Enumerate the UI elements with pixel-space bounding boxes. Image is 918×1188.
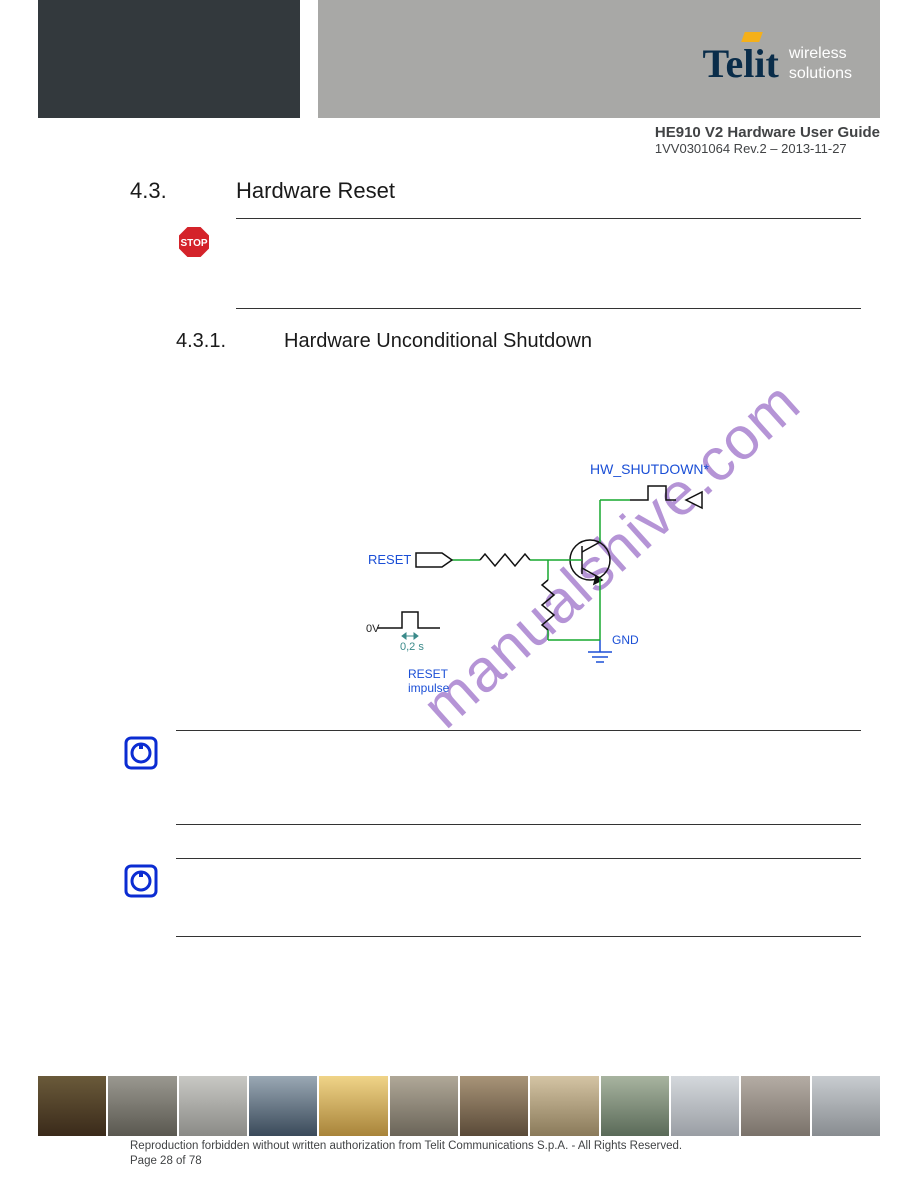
- footer-thumb: [530, 1076, 598, 1136]
- output-pulse-shape: [630, 486, 702, 508]
- reset-impulse-wave: [374, 612, 440, 628]
- divider: [236, 308, 861, 309]
- divider: [176, 730, 861, 731]
- header-dark-block: [38, 0, 300, 118]
- series-resistor: [450, 554, 570, 566]
- label-02s: 0,2 s: [400, 641, 424, 653]
- reset-input-shape: [416, 553, 452, 567]
- footer-thumb: [38, 1076, 106, 1136]
- duration-marker: [402, 633, 418, 639]
- label-reset-impulse-2: impulse: [408, 681, 450, 695]
- header-gap: [300, 0, 318, 118]
- footer-thumb: [671, 1076, 739, 1136]
- section-number-4-3-1: 4.3.1.: [176, 330, 226, 353]
- footer-text: Reproduction forbidden without written a…: [130, 1139, 682, 1170]
- circuit-diagram: HW_SHUTDOWN* GND RESET: [330, 460, 730, 720]
- logo-tagline: wireless solutions: [789, 44, 852, 82]
- section-title-4-3: Hardware Reset: [236, 178, 395, 204]
- gnd-symbol: [588, 640, 612, 662]
- section-number-4-3: 4.3.: [130, 178, 167, 204]
- label-reset-impulse-1: RESET: [408, 667, 449, 681]
- header-gray-block: Telit wireless solutions: [318, 0, 880, 118]
- document-meta: HE910 V2 Hardware User Guide 1VV0301064 …: [655, 124, 880, 156]
- telit-logo: Telit wireless solutions: [703, 40, 852, 87]
- divider: [176, 936, 861, 937]
- document-title: HE910 V2 Hardware User Guide: [655, 124, 880, 141]
- logo-wordmark: Telit: [703, 40, 779, 87]
- note-icon: [124, 864, 158, 898]
- label-hw-shutdown: HW_SHUTDOWN*: [590, 461, 710, 477]
- document-revision: 1VV0301064 Rev.2 – 2013-11-27: [655, 141, 880, 156]
- footer-thumb: [812, 1076, 880, 1136]
- pulldown-resistor: [542, 560, 554, 640]
- page-header: Telit wireless solutions: [38, 0, 880, 118]
- divider: [236, 218, 861, 219]
- transistor: [570, 540, 610, 584]
- label-gnd: GND: [612, 633, 639, 647]
- footer-page: Page 28 of 78: [130, 1154, 682, 1170]
- footer-image-strip: [38, 1076, 880, 1136]
- label-0v: 0V: [366, 623, 380, 635]
- footer-thumb: [460, 1076, 528, 1136]
- logo-accent-mark: [741, 32, 763, 42]
- footer-copyright: Reproduction forbidden without written a…: [130, 1139, 682, 1155]
- note-icon: [124, 736, 158, 770]
- tagline-line2: solutions: [789, 64, 852, 83]
- footer-thumb: [249, 1076, 317, 1136]
- footer-thumb: [319, 1076, 387, 1136]
- divider: [176, 858, 861, 859]
- footer-thumb: [601, 1076, 669, 1136]
- footer-thumb: [108, 1076, 176, 1136]
- divider: [176, 824, 861, 825]
- footer-thumb: [390, 1076, 458, 1136]
- footer-thumb: [741, 1076, 809, 1136]
- stop-label: STOP: [180, 238, 207, 249]
- footer-thumb: [179, 1076, 247, 1136]
- logo-text: Telit: [703, 41, 779, 86]
- stop-icon: STOP: [176, 224, 212, 260]
- label-reset: RESET: [368, 552, 411, 567]
- tagline-line1: wireless: [789, 44, 852, 63]
- section-title-4-3-1: Hardware Unconditional Shutdown: [284, 330, 592, 353]
